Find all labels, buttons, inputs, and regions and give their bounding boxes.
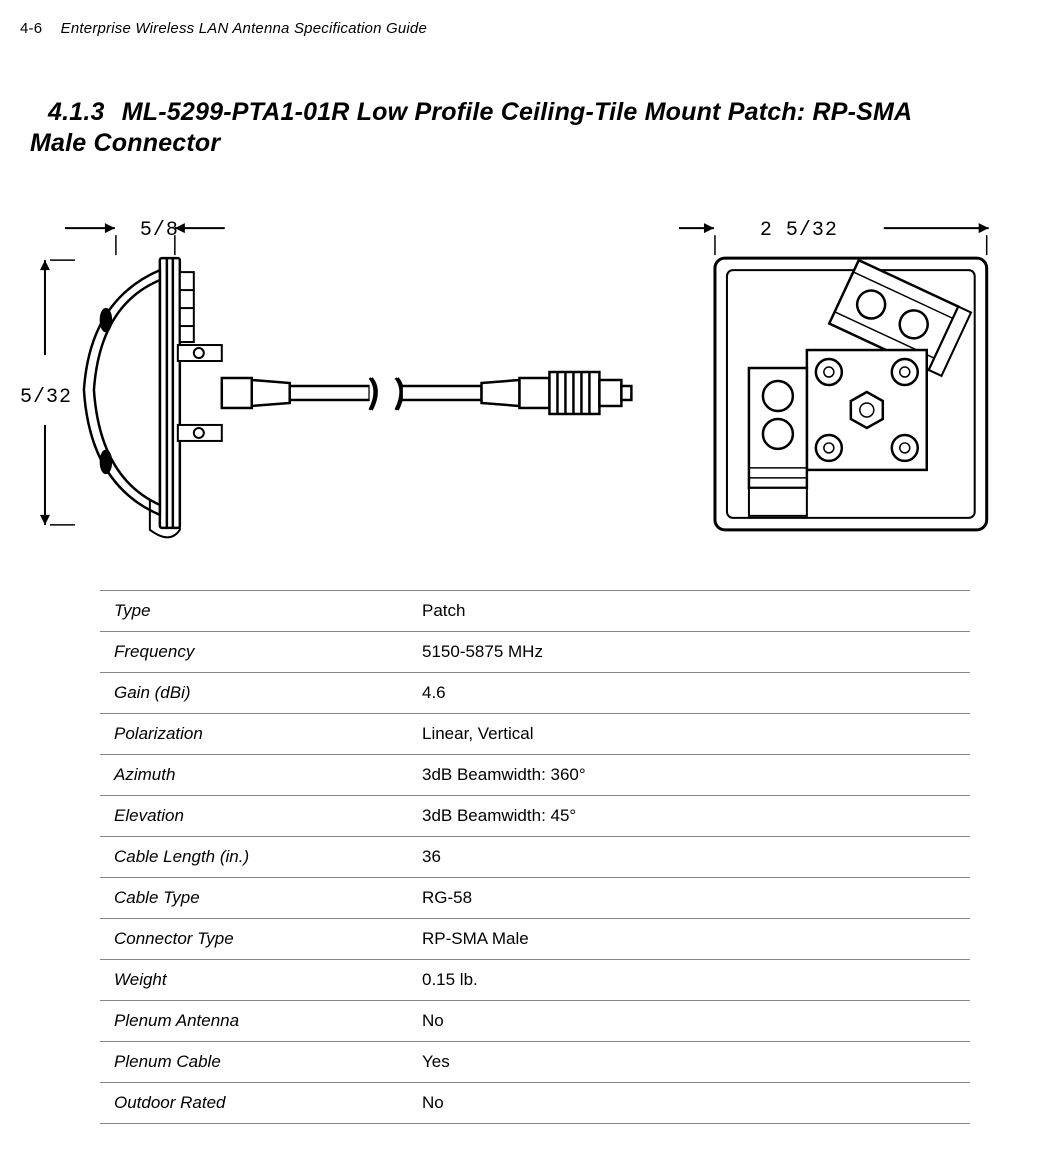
table-row: Cable TypeRG-58 — [100, 877, 970, 918]
table-row: Frequency5150-5875 MHz — [100, 631, 970, 672]
section-title-line1: ML-5299-PTA1-01R Low Profile Ceiling-Til… — [122, 98, 913, 126]
spec-label: Elevation — [100, 795, 408, 836]
side-view-drawing: 5/8 5/32 2 5/32 — [20, 200, 679, 560]
dim-top-left-text: 5/8 — [140, 218, 179, 241]
running-header: 4-6 Enterprise Wireless LAN Antenna Spec… — [20, 20, 1009, 37]
spec-label: Outdoor Rated — [100, 1082, 408, 1123]
doc-title: Enterprise Wireless LAN Antenna Specific… — [61, 20, 427, 37]
spec-label: Frequency — [100, 631, 408, 672]
spec-value: 3dB Beamwidth: 45° — [408, 795, 970, 836]
spec-value: Linear, Vertical — [408, 713, 970, 754]
table-row: Azimuth3dB Beamwidth: 360° — [100, 754, 970, 795]
spec-table-body: TypePatch Frequency5150-5875 MHz Gain (d… — [100, 590, 970, 1123]
spec-value: RG-58 — [408, 877, 970, 918]
spec-value: RP-SMA Male — [408, 918, 970, 959]
spec-label: Connector Type — [100, 918, 408, 959]
svg-text:5/32: 5/32 — [20, 384, 72, 407]
spec-label: Type — [100, 590, 408, 631]
antenna-side-body — [84, 258, 222, 537]
spec-value: Patch — [408, 590, 970, 631]
table-row: Elevation3dB Beamwidth: 45° — [100, 795, 970, 836]
spec-label: Plenum Cable — [100, 1041, 408, 1082]
page: 4-6 Enterprise Wireless LAN Antenna Spec… — [0, 0, 1049, 1164]
antenna-top-body — [715, 258, 987, 530]
table-row: Connector TypeRP-SMA Male — [100, 918, 970, 959]
spec-value: No — [408, 1000, 970, 1041]
spec-value: 4.6 — [408, 672, 970, 713]
spec-value: 0.15 lb. — [408, 959, 970, 1000]
table-row: Outdoor RatedNo — [100, 1082, 970, 1123]
table-row: Weight0.15 lb. — [100, 959, 970, 1000]
spec-value: No — [408, 1082, 970, 1123]
spec-label: Gain (dBi) — [100, 672, 408, 713]
table-row: Cable Length (in.)36 — [100, 836, 970, 877]
spec-value: 36 — [408, 836, 970, 877]
table-row: TypePatch — [100, 590, 970, 631]
spec-label: Azimuth — [100, 754, 408, 795]
section-title-line2: Male Connector — [30, 129, 220, 157]
spec-value: 3dB Beamwidth: 360° — [408, 754, 970, 795]
table-row: PolarizationLinear, Vertical — [100, 713, 970, 754]
spec-label: Cable Length (in.) — [100, 836, 408, 877]
top-view-drawing: 2 5/32 — [679, 200, 1009, 560]
table-row: Plenum AntennaNo — [100, 1000, 970, 1041]
spec-label: Cable Type — [100, 877, 408, 918]
spec-label: Weight — [100, 959, 408, 1000]
spec-value: 5150-5875 MHz — [408, 631, 970, 672]
dimension-top-left: 5/8 — [65, 218, 225, 255]
spec-table: TypePatch Frequency5150-5875 MHz Gain (d… — [100, 590, 970, 1124]
dimension-top-right: 2 5/32 — [679, 218, 989, 255]
spec-label: Plenum Antenna — [100, 1000, 408, 1041]
cable-assembly — [222, 372, 632, 414]
spec-label: Polarization — [100, 713, 408, 754]
table-row: Plenum CableYes — [100, 1041, 970, 1082]
section-number: 4.1.3 — [48, 98, 105, 126]
page-number: 4-6 — [20, 20, 42, 37]
table-row: Gain (dBi)4.6 — [100, 672, 970, 713]
technical-drawings: 5/8 5/32 2 5/32 — [20, 200, 1009, 560]
section-heading: 4.1.3 ML-5299-PTA1-01R Low Profile Ceili… — [30, 97, 1009, 160]
dim-top-right-text: 2 5/32 — [760, 218, 838, 241]
spec-value: Yes — [408, 1041, 970, 1082]
